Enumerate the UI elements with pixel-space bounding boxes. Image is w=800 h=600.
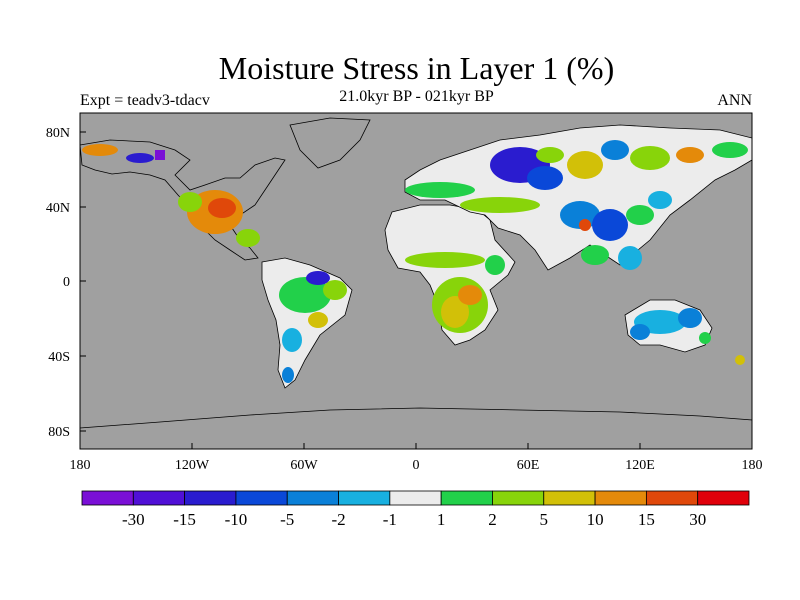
colorbar-label: -10 (225, 510, 248, 529)
colorbar-label: -2 (331, 510, 345, 529)
colorbar-swatch (338, 490, 391, 506)
y-tick-label: 0 (63, 275, 70, 290)
colorbar-swatch (645, 490, 699, 506)
colorbar-swatch (81, 490, 134, 506)
colorbar-swatch (543, 490, 596, 506)
x-tick-label: 0 (413, 458, 420, 473)
season-label: ANN (717, 92, 752, 109)
colorbar-label: 2 (488, 510, 497, 529)
colorbar-label: 30 (689, 510, 706, 529)
colorbar-swatch (389, 490, 442, 506)
x-tick-label: 180 (70, 458, 91, 473)
colorbar-label: 1 (437, 510, 446, 529)
colorbar-swatch (440, 490, 493, 506)
colorbar-label: 5 (540, 510, 549, 529)
anomaly-patches (82, 140, 748, 383)
colorbar-swatch (235, 490, 288, 506)
y-tick-label: 40N (46, 201, 70, 216)
colorbar-swatch (132, 490, 186, 506)
y-tick-label: 80S (48, 425, 70, 440)
y-tick-label: 80N (46, 126, 70, 141)
colorbar-swatch (184, 490, 237, 506)
colorbar-label: -30 (122, 510, 145, 529)
colorbar-swatch (492, 490, 545, 506)
map-title: Moisture Stress in Layer 1 (%) (218, 50, 615, 86)
x-tick-label: 120W (175, 458, 210, 473)
colorbar-swatch (594, 490, 647, 506)
colorbar-label: -5 (280, 510, 294, 529)
y-tick-label: 40S (48, 350, 70, 365)
x-tick-label: 120E (625, 458, 655, 473)
colorbar-label: 15 (638, 510, 655, 529)
colorbar-label: -1 (383, 510, 397, 529)
colorbar: -30 -15 -10 -5 -2 -1 1 2 5 10 15 30 (81, 490, 750, 529)
colorbar-swatch (697, 490, 750, 506)
x-tick-label: 180 (742, 458, 763, 473)
x-tick-label: 60E (517, 458, 540, 473)
colorbar-label: -15 (173, 510, 196, 529)
experiment-label: Expt = teadv3-tdacv (80, 92, 210, 109)
map-subtitle: 21.0kyr BP - 021kyr BP (339, 88, 494, 105)
x-tick-label: 60W (290, 458, 318, 473)
colorbar-swatch (286, 490, 339, 506)
colorbar-label: 10 (587, 510, 604, 529)
